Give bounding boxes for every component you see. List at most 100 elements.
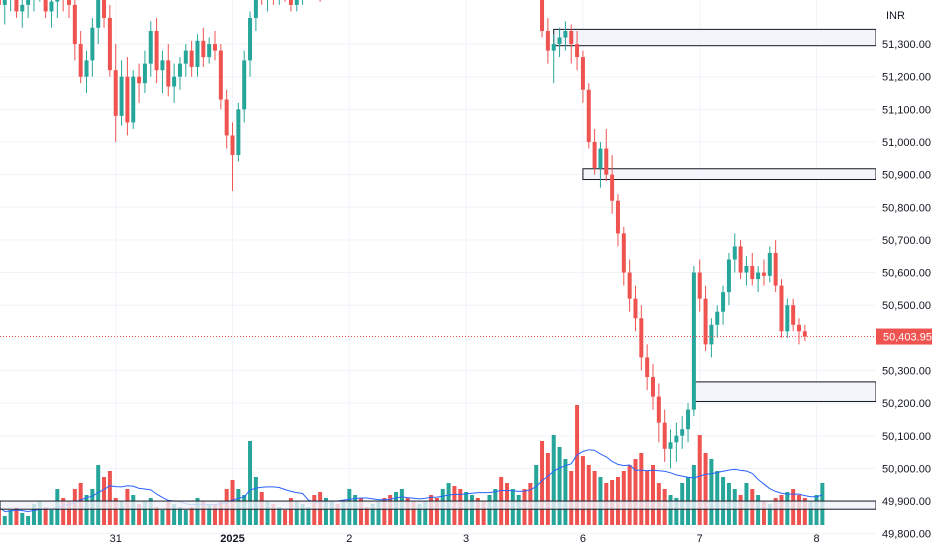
candle-body (218, 50, 223, 100)
volume-bar (668, 495, 673, 525)
price-axis[interactable]: INR 51,300.00 51,200.00 51,100.00 51,000.00… (876, 0, 932, 550)
volume-bar (277, 507, 282, 525)
volume-bar (84, 495, 89, 525)
time-tick-label: 7 (697, 533, 703, 545)
time-tick-label: 2 (346, 533, 352, 545)
volume-bar (107, 471, 112, 525)
time-axis[interactable]: 31 2025 2 3 6 7 8 (110, 533, 820, 545)
volume-bar (283, 510, 288, 525)
candle-body (43, 0, 48, 12)
candle-body (207, 44, 212, 58)
volume-bar (61, 498, 66, 525)
volume-bar (37, 501, 42, 525)
price-tick-label: 50,600.00 (882, 268, 931, 280)
candle-body (288, 0, 293, 5)
volume-bar (411, 501, 416, 525)
candle-body (633, 298, 638, 319)
candle-body (563, 31, 568, 38)
volume-bar (329, 501, 334, 525)
candle-body (96, 0, 101, 28)
volume-bar (376, 501, 381, 525)
volume-bar (242, 495, 247, 525)
volume-bar (388, 495, 393, 525)
candle-body (680, 429, 685, 436)
volume-bar (551, 435, 556, 525)
candle-body (610, 174, 615, 201)
volume-bar (177, 507, 182, 525)
candle-body (738, 246, 743, 273)
candle-body (55, 0, 60, 2)
candle-body (604, 148, 609, 175)
volume-bar (534, 465, 539, 525)
volume-bar (756, 495, 761, 525)
candle-body (715, 311, 720, 325)
volume-bar (557, 447, 562, 525)
candle-body (67, 0, 71, 5)
candle-body (253, 0, 258, 18)
volume-bar (207, 504, 212, 525)
candle-body (213, 44, 217, 51)
candle-body (119, 76, 124, 116)
volume-bar (148, 498, 153, 525)
volume-bar (586, 465, 591, 525)
volume-bar (154, 507, 159, 525)
volume-bar (300, 504, 305, 525)
candle-body (791, 305, 796, 325)
candle-body (674, 435, 679, 443)
volume-bar (674, 498, 679, 525)
candle-body (761, 272, 766, 276)
candle-body (639, 318, 644, 358)
candle-body (183, 50, 188, 64)
candle-body (224, 99, 229, 136)
volume-bar (580, 456, 585, 525)
candle-body (627, 272, 632, 299)
price-tick-label: 50,000.00 (882, 463, 931, 475)
candle-body (580, 57, 585, 90)
candle-body (721, 292, 726, 312)
candle-body (148, 31, 153, 64)
price-tick-label: 51,200.00 (882, 72, 931, 84)
price-axis-background (876, 0, 932, 550)
volume-bar (475, 498, 480, 525)
candle-body (540, 0, 545, 32)
candle-body (14, 0, 19, 12)
price-tick-label: 50,500.00 (882, 300, 931, 312)
volume-bar (131, 495, 136, 525)
candle-body (615, 200, 620, 234)
price-tick-label: 50,100.00 (882, 431, 931, 443)
candle-body (557, 37, 562, 45)
grid-lines (0, 0, 876, 535)
price-tick-label: 50,900.00 (882, 170, 931, 182)
candle-body (20, 4, 25, 12)
volume-bar (639, 453, 644, 525)
candle-body (575, 44, 580, 58)
candle-body (142, 63, 147, 84)
volume-bar (323, 498, 328, 525)
candle-body (137, 76, 142, 84)
volume-bar (738, 495, 743, 525)
volume-bar (20, 513, 25, 525)
candle-body (154, 31, 159, 71)
candle-body (586, 89, 591, 142)
candle-body (651, 377, 655, 397)
volume-bar (405, 498, 410, 525)
candle-body (785, 305, 790, 332)
candle-body (90, 27, 95, 61)
volume-bar (271, 504, 276, 525)
candle-body (750, 266, 755, 280)
candle-body (125, 76, 130, 123)
candle-body (0, 0, 1, 5)
price-tick-label: 50,700.00 (882, 235, 931, 247)
supply-demand-zones (0, 28, 877, 510)
volume-bar (592, 471, 597, 525)
price-tick-label: 50,800.00 (882, 202, 931, 214)
candle-body (691, 272, 696, 410)
volume-bar (563, 459, 568, 525)
candle-body (113, 70, 118, 116)
volume-bar (189, 507, 194, 525)
volume-bar (651, 465, 655, 525)
last-price-label: 50,403.95 (883, 332, 932, 344)
volume-bar (96, 465, 101, 525)
